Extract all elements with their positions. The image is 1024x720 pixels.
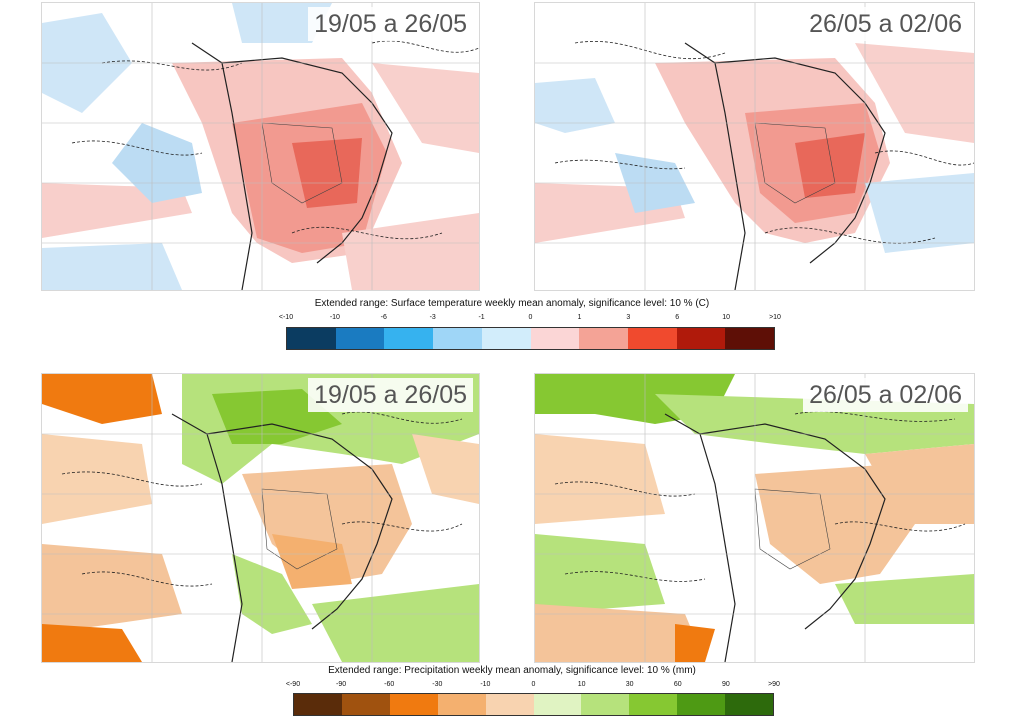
precipitation-swatch-3 <box>437 694 486 715</box>
precipitation-colorbar-title: Extended range: Precipitation weekly mea… <box>328 665 696 676</box>
temperature-swatch-8 <box>676 328 726 349</box>
precipitation-swatch-8 <box>677 694 726 715</box>
precipitation-tick-8: 60 <box>673 681 682 688</box>
precipitation-map-week1-title: 19/05 a 26/05 <box>308 378 473 412</box>
precipitation-tick-7: 30 <box>625 681 634 688</box>
precipitation-swatch-9 <box>725 694 774 715</box>
temperature-tick-1: -10 <box>329 314 340 321</box>
temperature-swatch-6 <box>579 328 628 349</box>
temperature-tick-10: >10 <box>769 314 781 321</box>
temperature-swatch-9 <box>725 328 775 349</box>
temperature-tick-6: 1 <box>577 314 582 321</box>
temperature-swatch-5 <box>530 328 580 349</box>
temperature-tick-7: 3 <box>626 314 631 321</box>
temperature-map-week2-title: 26/05 a 02/06 <box>803 7 968 41</box>
temperature-tick-8: 6 <box>675 314 680 321</box>
precipitation-colorbar <box>293 693 774 716</box>
precipitation-tick-3: -30 <box>432 681 443 688</box>
precipitation-swatch-1 <box>341 694 390 715</box>
temperature-swatch-7 <box>627 328 677 349</box>
temperature-swatch-0 <box>287 328 336 349</box>
temperature-tick-0: <-10 <box>278 314 294 321</box>
precipitation-swatch-6 <box>581 694 630 715</box>
precipitation-map-week2-title: 26/05 a 02/06 <box>803 378 968 412</box>
precipitation-tick-10: >90 <box>768 681 780 688</box>
precipitation-tick-4: -10 <box>480 681 491 688</box>
precipitation-map-week1: 19/05 a 26/05 <box>41 373 480 663</box>
precipitation-map-week1-graphic <box>42 374 479 662</box>
precipitation-swatch-0 <box>294 694 342 715</box>
temperature-map-week1: 19/05 a 26/05 <box>41 2 480 291</box>
temperature-tick-9: 10 <box>722 314 730 321</box>
temperature-tick-4: -1 <box>478 314 485 321</box>
temperature-tick-5: 0 <box>528 314 533 321</box>
temperature-map-week2: 26/05 a 02/06 <box>534 2 975 291</box>
precipitation-tick-9: 90 <box>721 681 730 688</box>
precipitation-tick-5: 0 <box>531 681 536 688</box>
temperature-map-week1-graphic <box>42 3 479 290</box>
precipitation-tick-6: 10 <box>577 681 586 688</box>
temperature-tick-3: -3 <box>429 314 436 321</box>
precipitation-map-week2: 26/05 a 02/06 <box>534 373 975 663</box>
precipitation-swatch-2 <box>389 694 438 715</box>
temperature-colorbar-title: Extended range: Surface temperature week… <box>314 298 710 309</box>
temperature-map-week2-graphic <box>535 3 974 290</box>
precipitation-swatch-4 <box>485 694 534 715</box>
precipitation-swatch-5 <box>533 694 582 715</box>
precipitation-tick-1: -90 <box>336 681 347 688</box>
temperature-tick-2: -6 <box>380 314 387 321</box>
precipitation-map-week2-graphic <box>535 374 974 662</box>
temperature-swatch-1 <box>335 328 385 349</box>
precipitation-tick-0: <-90 <box>285 681 301 688</box>
temperature-swatch-2 <box>384 328 434 349</box>
precipitation-tick-2: -60 <box>384 681 395 688</box>
temperature-swatch-4 <box>481 328 531 349</box>
precipitation-swatch-7 <box>629 694 678 715</box>
temperature-map-week1-title: 19/05 a 26/05 <box>308 7 473 41</box>
temperature-swatch-3 <box>433 328 482 349</box>
temperature-colorbar <box>286 327 775 350</box>
temperature-colorbar-ticks: <-10 -10 -6 -3 -1 0 1 3 6 10 >10 <box>279 314 781 324</box>
precipitation-colorbar-ticks: <-90 -90 -60 -30 -10 0 10 30 60 90 >90 <box>286 681 780 691</box>
